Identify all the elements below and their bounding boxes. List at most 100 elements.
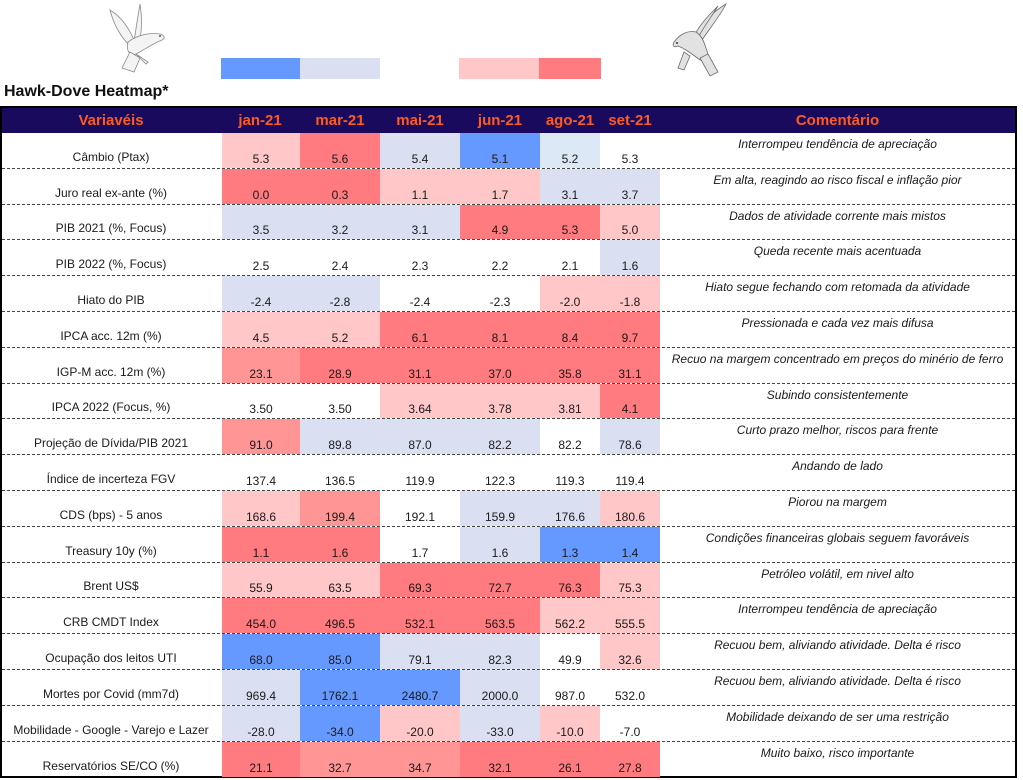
heat-cell-jun: 5.1 — [460, 133, 540, 168]
row-comment: Recuou bem, aliviando atividade. Delta é… — [714, 638, 961, 653]
heat-cell-set: -7.0 — [600, 705, 660, 741]
heat-cell-mai: 2.3 — [380, 240, 460, 276]
row-comment: Em alta, reagindo ao risco fiscal e infl… — [713, 172, 962, 187]
heat-cell-mar: 85.0 — [300, 634, 380, 669]
heat-cell-jun: 82.3 — [460, 634, 540, 669]
heat-cell-mai: 532.1 — [380, 598, 460, 634]
legend-swatch-hawkish — [459, 58, 539, 79]
heat-cell-ago: 82.2 — [540, 419, 600, 455]
heat-cell-set: 4.1 — [600, 383, 660, 419]
heat-cell-set: 180.6 — [600, 490, 660, 526]
heat-cell-mar: 63.5 — [300, 562, 380, 598]
heat-cell-set: 555.5 — [600, 598, 660, 634]
heat-cell-jun: 8.1 — [460, 311, 540, 347]
heat-cell-jun: 1.7 — [460, 168, 540, 204]
heat-cell-jan: 5.3 — [222, 133, 300, 168]
heat-cell-set: 5.0 — [600, 204, 660, 240]
row-comment: Curto prazo melhor, riscos para frente — [736, 423, 939, 438]
table-row: CDS (bps) - 5 anos 168.6 199.4 192.1 159.9 17… — [2, 490, 1015, 527]
row-comment: Muito baixo, risco importante — [760, 745, 915, 760]
heat-cell-mai: 1.7 — [380, 526, 460, 562]
heat-cell-jan: 4.5 — [222, 311, 300, 347]
row-label: Mortes por Covid (mm7d) — [42, 686, 180, 701]
heat-cell-jun: 122.3 — [460, 455, 540, 490]
heat-cell-ago: 5.3 — [540, 204, 600, 240]
table-row: Ocupação dos leitos UTI 68.0 85.0 79.1 82.3 4… — [2, 634, 1015, 670]
row-comment: Condições financeiras globais seguem fav… — [705, 530, 970, 545]
heat-cell-jun: 1.6 — [460, 526, 540, 562]
heat-cell-set: 31.1 — [600, 347, 660, 383]
table-row: Brent US$ 55.9 63.5 69.3 72.7 76.3 75.3 Petróle… — [2, 562, 1015, 599]
heat-cell-mar: 5.6 — [300, 133, 380, 168]
row-label: Juro real ex-ante (%) — [54, 185, 168, 200]
header-month-jan: jan-21 — [238, 112, 282, 129]
heat-cell-mar: 0.3 — [300, 168, 380, 204]
heat-cell-jan: 0.0 — [222, 168, 300, 204]
header-variables: Variavéis — [78, 112, 144, 129]
table-row: Hiato do PIB -2.4 -2.8 -2.4 -2.3 -2.0 -1.8 Hiat… — [2, 276, 1015, 312]
table-row: IGP-M acc. 12m (%) 23.1 28.9 31.1 37.0 35.8 31… — [2, 347, 1015, 384]
row-label: Hiato do PIB — [77, 292, 145, 307]
heat-cell-mai: 192.1 — [380, 490, 460, 526]
row-label: Ocupação dos leitos UTI — [45, 650, 177, 665]
heat-cell-ago: 987.0 — [540, 669, 600, 705]
heat-cell-set: -1.8 — [600, 276, 660, 311]
heat-cell-mar: 3.2 — [300, 204, 380, 240]
heat-cell-ago: 26.1 — [540, 741, 600, 778]
heat-cell-ago: 3.81 — [540, 383, 600, 419]
table-row: Projeção de Dívida/PIB 2021 91.0 89.8 87.0 8… — [2, 419, 1015, 456]
row-label: Treasury 10y (%) — [65, 543, 157, 558]
heat-cell-mai: 5.4 — [380, 133, 460, 168]
heat-cell-jun: 37.0 — [460, 347, 540, 383]
heat-cell-ago: 119.3 — [540, 455, 600, 490]
legend-swatch-hawkish-strong — [539, 58, 601, 79]
heat-cell-mar: 1762.1 — [300, 669, 380, 705]
row-label: Câmbio (Ptax) — [72, 149, 150, 164]
heat-cell-ago: 8.4 — [540, 311, 600, 347]
row-label: PIB 2022 (%, Focus) — [55, 257, 167, 272]
legend-swatch-dovish-strong — [221, 58, 300, 79]
heat-cell-jan: 168.6 — [222, 490, 300, 526]
table-row: IPCA acc. 12m (%) 4.5 5.2 6.1 8.1 8.4 9.7 Press… — [2, 311, 1015, 348]
heat-cell-mar: 89.8 — [300, 419, 380, 455]
table-row: Mortes por Covid (mm7d) 969.4 1762.1 2480.7… — [2, 669, 1015, 706]
heat-cell-ago: 49.9 — [540, 634, 600, 669]
heat-cell-ago: 176.6 — [540, 490, 600, 526]
heat-cell-mai: 87.0 — [380, 419, 460, 455]
heat-cell-mai: 6.1 — [380, 311, 460, 347]
heat-cell-mai: 3.64 — [380, 383, 460, 419]
page-title: Hawk-Dove Heatmap* — [4, 83, 169, 100]
heat-cell-ago: 2.1 — [540, 240, 600, 276]
table-row: Reservatórios SE/CO (%) 21.1 32.7 34.7 32.1 2… — [2, 741, 1015, 778]
heat-cell-mar: 3.50 — [300, 383, 380, 419]
row-comment: Pressionada e cada vez mais difusa — [741, 315, 934, 330]
heat-cell-jun: -33.0 — [460, 705, 540, 741]
header-area: Hawk-Dove Heatmap* — [0, 0, 1023, 106]
legend-swatch-dovish — [300, 58, 380, 79]
header-month-set: set-21 — [608, 112, 652, 129]
row-label: IPCA acc. 12m (%) — [60, 328, 162, 343]
row-label: CDS (bps) - 5 anos — [59, 507, 163, 522]
heat-cell-set: 27.8 — [600, 741, 660, 778]
heat-cell-mai: 31.1 — [380, 347, 460, 383]
heat-cell-jun: 82.2 — [460, 419, 540, 455]
table-row: IPCA 2022 (Focus, %) 3.50 3.50 3.64 3.78 3.81… — [2, 383, 1015, 420]
heat-cell-jan: 68.0 — [222, 634, 300, 669]
heat-cell-mar: 136.5 — [300, 455, 380, 490]
heat-cell-set: 1.4 — [600, 526, 660, 562]
heat-cell-jan: 21.1 — [222, 741, 300, 778]
heat-cell-mar: 496.5 — [300, 598, 380, 634]
row-label: Brent US$ — [83, 579, 139, 594]
row-label: Índice de incerteza FGV — [46, 471, 176, 486]
row-comment: Petróleo volátil, em nivel alto — [761, 566, 914, 581]
table-row: Câmbio (Ptax) 5.3 5.6 5.4 5.1 5.2 5.3 Interromp… — [2, 133, 1015, 169]
heat-cell-mar: 32.7 — [300, 741, 380, 778]
header-month-mai: mai-21 — [396, 112, 444, 129]
heat-cell-jun: 563.5 — [460, 598, 540, 634]
heat-cell-ago: 76.3 — [540, 562, 600, 598]
heat-cell-set: 75.3 — [600, 562, 660, 598]
heat-cell-ago: 562.2 — [540, 598, 600, 634]
table-row: Treasury 10y (%) 1.1 1.6 1.7 1.6 1.3 1.4 Condiç… — [2, 526, 1015, 563]
heat-cell-ago: 3.1 — [540, 168, 600, 204]
heat-cell-ago: -10.0 — [540, 705, 600, 741]
